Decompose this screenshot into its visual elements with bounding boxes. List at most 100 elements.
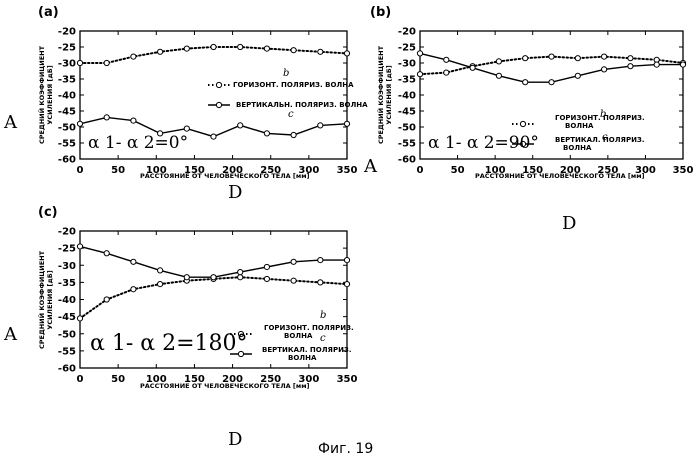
data-point (131, 54, 136, 59)
y-tick-label: -40 (398, 91, 416, 102)
chart-panel-b: -20-25-30-35-40-45-50-55-600501001502002… (363, 5, 693, 234)
y-axis-label-line2: УСИЛЕНИЯ [дБ] (46, 65, 54, 124)
y-axis-label: СРЕДНИЙ КОЭФФИЦИЕНТУСИЛЕНИЯ [дБ] (37, 250, 54, 349)
y-axis-label-line2: УСИЛЕНИЯ [дБ] (46, 270, 54, 329)
x-tick-label: 350 (337, 374, 358, 385)
x-tick-label: 350 (337, 165, 358, 176)
data-point (238, 123, 243, 128)
data-point (158, 281, 163, 286)
y-tick-label: -40 (58, 295, 76, 306)
data-point (158, 268, 163, 273)
x-tick-label: 350 (673, 165, 694, 176)
handwritten-mark-d: D (228, 182, 242, 203)
angle-annotation: α 1- α 2=90° (428, 133, 539, 153)
data-point (264, 131, 269, 136)
y-tick-label: -60 (58, 364, 76, 375)
x-tick-label: 0 (77, 165, 84, 176)
data-point (291, 259, 296, 264)
handwritten-mark-a: A (3, 112, 18, 133)
y-tick-label: -45 (398, 107, 416, 118)
handwritten-mark-b: b (320, 310, 326, 321)
data-point (104, 297, 109, 302)
handwritten-mark-c: c (602, 132, 608, 143)
y-tick-label: -30 (58, 261, 76, 272)
data-point (104, 60, 109, 65)
y-axis-label-line1: СРЕДНИЙ КОЭФФИЦИЕНТ (376, 45, 385, 144)
data-point (238, 270, 243, 275)
data-point (184, 126, 189, 131)
data-point (264, 264, 269, 269)
data-point (184, 46, 189, 51)
handwritten-mark-a: A (363, 156, 378, 177)
data-point (344, 121, 349, 126)
data-point (344, 51, 349, 56)
y-tick-label: -20 (58, 27, 76, 38)
data-point (680, 62, 685, 67)
y-tick-label: -25 (58, 43, 76, 54)
x-axis-label: РАССТОЯНИЕ ОТ ЧЕЛОВЕЧЕСКОГО ТЕЛА [мм] (140, 172, 310, 180)
data-point (417, 51, 422, 56)
data-point (523, 80, 528, 85)
data-point (318, 280, 323, 285)
y-tick-label: -30 (58, 59, 76, 70)
x-tick-label: 50 (451, 165, 465, 176)
data-point (318, 123, 323, 128)
data-point (470, 65, 475, 70)
data-point (264, 276, 269, 281)
x-tick-label: 50 (111, 165, 125, 176)
data-point (238, 44, 243, 49)
legend-label-cont: ВОЛНА (284, 332, 313, 340)
data-point (575, 73, 580, 78)
data-point (318, 49, 323, 54)
data-point (131, 259, 136, 264)
x-tick-label: 0 (77, 374, 84, 385)
data-point (77, 121, 82, 126)
data-point (211, 44, 216, 49)
data-point (184, 275, 189, 280)
handwritten-mark-a: A (3, 324, 18, 345)
legend-swatch-marker (520, 121, 525, 126)
x-tick-label: 0 (417, 165, 424, 176)
data-point (444, 57, 449, 62)
panel-label: (c) (38, 205, 58, 220)
y-tick-label: -20 (398, 27, 416, 38)
data-point (211, 134, 216, 139)
series-line-vertical (80, 246, 347, 277)
series-line-horizontal (80, 277, 347, 318)
handwritten-mark-c: c (320, 333, 326, 344)
y-axis-label-line1: СРЕДНИЙ КОЭФФИЦИЕНТ (37, 45, 46, 144)
y-tick-label: -60 (58, 155, 76, 166)
legend-label-cont: ВОЛНА (565, 122, 594, 130)
data-point (104, 251, 109, 256)
data-point (211, 275, 216, 280)
x-axis-label: РАССТОЯНИЕ ОТ ЧЕЛОВЕЧЕСКОГО ТЕЛА [мм] (140, 382, 310, 390)
y-tick-label: -50 (58, 329, 76, 340)
y-tick-label: -55 (58, 346, 76, 357)
legend-label-cont: ВОЛНА (563, 144, 592, 152)
y-tick-label: -25 (58, 244, 76, 255)
chart-panel-a: -20-25-30-35-40-45-50-55-600501001502002… (3, 5, 368, 203)
panel-label: (b) (370, 5, 391, 20)
data-point (549, 80, 554, 85)
data-point (238, 275, 243, 280)
legend-label: ГОРИЗОНТ. ПОЛЯРИЗ. ВОЛНА (233, 81, 354, 89)
data-point (344, 281, 349, 286)
angle-annotation: α 1- α 2=180° (90, 331, 248, 356)
data-point (344, 258, 349, 263)
data-point (104, 115, 109, 120)
data-point (77, 316, 82, 321)
handwritten-mark-b: b (283, 68, 289, 79)
legend-label: ГОРИЗОНТ. ПОЛЯРИЗ. (264, 324, 354, 332)
y-tick-label: -45 (58, 312, 76, 323)
legend-label: ВЕРТИКАЛ. ПОЛЯРИЗ. (262, 346, 352, 354)
data-point (318, 258, 323, 263)
y-tick-label: -30 (398, 59, 416, 70)
x-tick-label: 50 (111, 374, 125, 385)
handwritten-mark-c: c (288, 109, 294, 120)
data-point (654, 62, 659, 67)
y-axis-label: СРЕДНИЙ КОЭФФИЦИЕНТУСИЛЕНИЯ [дБ] (376, 45, 393, 144)
data-point (549, 54, 554, 59)
panel-label: (a) (38, 5, 59, 20)
handwritten-mark-d: D (228, 429, 242, 450)
y-tick-label: -50 (58, 123, 76, 134)
